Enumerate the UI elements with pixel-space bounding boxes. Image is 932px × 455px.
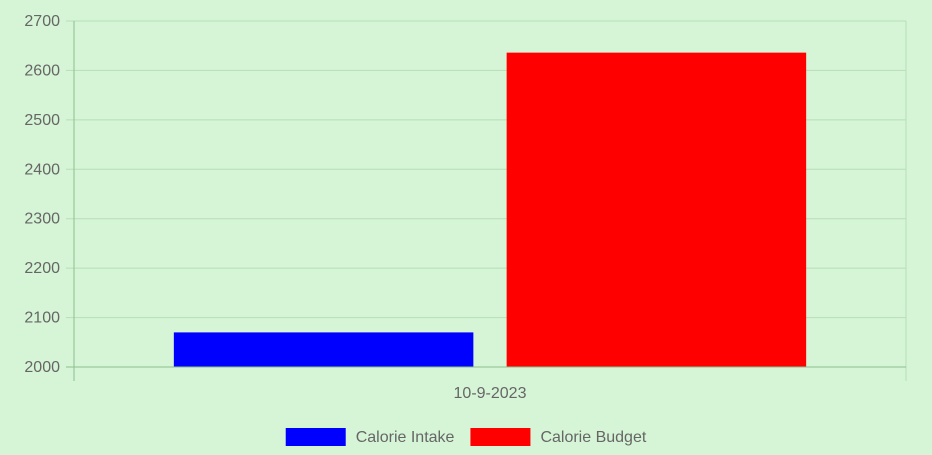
x-tick-label: 10-9-2023: [454, 385, 527, 402]
y-tick-label: 2200: [24, 260, 60, 277]
axes: 2000 2100 2200 2300 2400 2500 2600 2700 10-9-202…: [24, 13, 906, 402]
bars: [173, 52, 807, 368]
legend-label: Calorie Budget: [540, 429, 646, 446]
y-tick-label: 2000: [24, 359, 60, 376]
legend-item-calorie-budget[interactable]: Calorie Budget: [470, 428, 647, 446]
y-tick-label: 2400: [24, 161, 60, 178]
legend-item-calorie-intake[interactable]: Calorie Intake: [285, 428, 455, 446]
bar-calorie-intake[interactable]: [173, 332, 474, 367]
gridlines: [66, 20, 907, 381]
legend-label: Calorie Intake: [356, 429, 455, 446]
y-tick-label: 2700: [24, 13, 60, 30]
y-tick-label: 2100: [24, 310, 60, 327]
legend[interactable]: Calorie Intake Calorie Budget: [285, 428, 647, 446]
y-tick-label: 2300: [24, 211, 60, 228]
y-tick-label: 2600: [24, 62, 60, 79]
y-tick-label: 2500: [24, 112, 60, 129]
bar-calorie-budget[interactable]: [506, 52, 807, 368]
legend-swatch: [470, 428, 531, 446]
legend-swatch: [285, 428, 346, 446]
